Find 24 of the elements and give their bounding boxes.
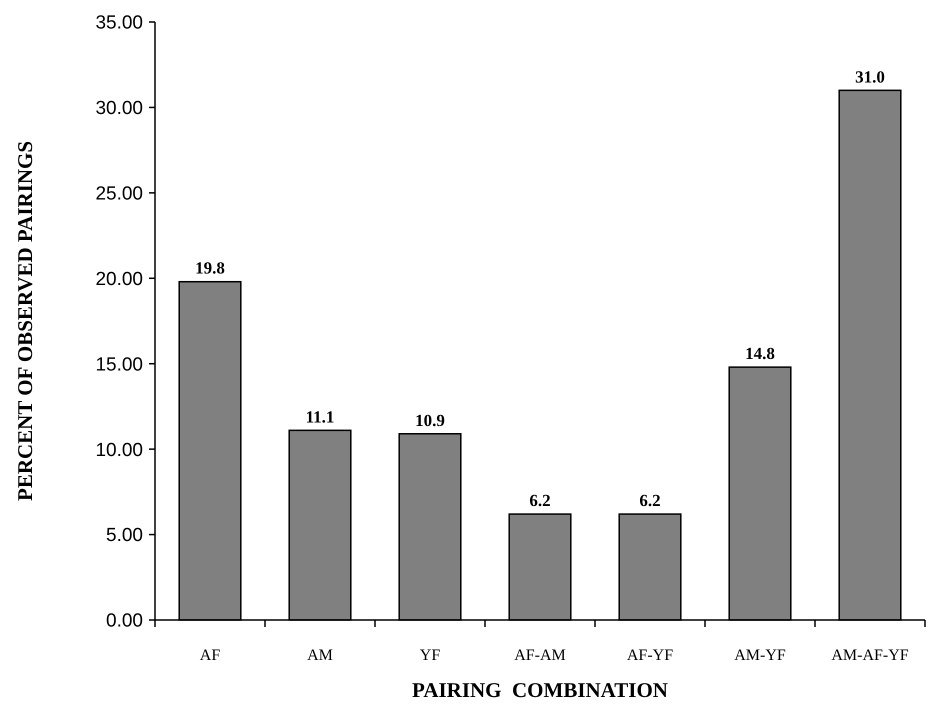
x-axis-title: PAIRING COMBINATION — [412, 678, 668, 702]
x-tick-label: YF — [420, 647, 440, 664]
x-tick-label: AM — [307, 647, 333, 664]
y-tick-label: 0.00 — [106, 610, 143, 632]
y-tick-label: 10.00 — [95, 440, 143, 461]
data-label: 14.8 — [745, 344, 775, 364]
y-tick-label: 15.00 — [95, 354, 143, 376]
y-axis-title: PERCENT OF OBSERVED PAIRINGS — [13, 140, 37, 502]
x-tick-label: AM-AF-YF — [831, 647, 909, 664]
y-tick-label: 35.00 — [95, 12, 143, 34]
y-tick-label: 5.00 — [106, 525, 143, 546]
y-tick-label: 20.00 — [95, 268, 143, 290]
y-tick-label: 25.00 — [95, 184, 143, 205]
data-label: 11.1 — [306, 407, 334, 426]
x-tick-label: AF-YF — [626, 647, 674, 664]
data-label: 6.2 — [639, 491, 661, 510]
x-tick-label: AF — [200, 647, 220, 664]
data-label: 10.9 — [415, 410, 445, 430]
data-label: 19.8 — [195, 258, 225, 278]
y-tick-label: 30.00 — [95, 98, 143, 120]
x-tick-label: AF-AM — [514, 647, 566, 664]
data-label: 6.2 — [529, 491, 551, 510]
x-tick-label: AM-YF — [734, 647, 786, 664]
data-label: 31.0 — [855, 67, 885, 86]
